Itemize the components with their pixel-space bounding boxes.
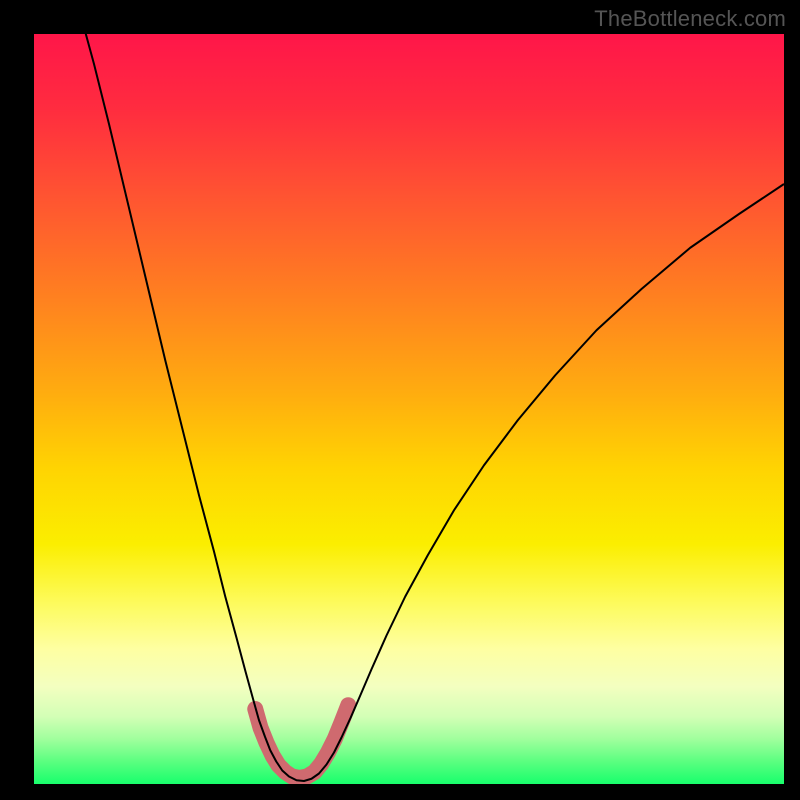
valley-highlight-curve <box>255 705 348 778</box>
main-curve <box>83 34 784 781</box>
canvas-frame: TheBottleneck.com <box>0 0 800 800</box>
plot-area <box>34 34 784 784</box>
watermark-text: TheBottleneck.com <box>594 6 786 32</box>
curve-layer <box>34 34 784 784</box>
